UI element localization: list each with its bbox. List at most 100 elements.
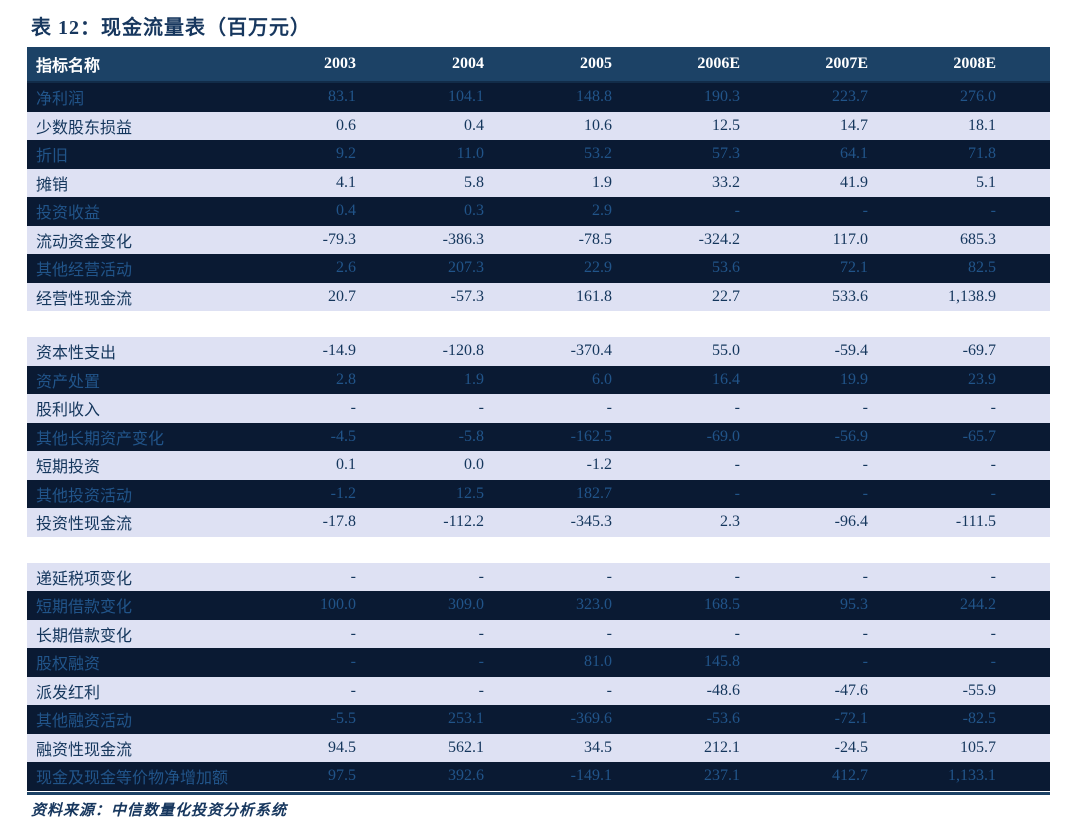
row-label: 其他长期资产变化 xyxy=(36,430,165,448)
cell-value: 0.3 xyxy=(464,202,484,220)
cell-value: 71.8 xyxy=(968,145,996,163)
cell-value: 2.3 xyxy=(720,513,740,531)
cell-value: 14.7 xyxy=(840,116,868,134)
table-row: 股利收入 - - - - - - xyxy=(27,394,1050,423)
row-label: 递延税项变化 xyxy=(36,570,133,588)
cell-value: - xyxy=(862,653,868,671)
cell-value: - xyxy=(862,484,868,502)
cell-value: 2.8 xyxy=(336,370,356,388)
cell-value: -53.6 xyxy=(706,710,740,728)
table-row: 递延税项变化 - - - - - - xyxy=(27,562,1050,591)
cell-value: 9.2 xyxy=(336,145,356,163)
cell-value: 100.0 xyxy=(320,596,356,614)
cell-value: -14.9 xyxy=(322,342,356,360)
cell-value: - xyxy=(350,681,356,699)
cashflow-table: 指标名称 2003 2004 2005 2006E 2007E 2008E 净利… xyxy=(27,47,1050,795)
cell-value: 82.5 xyxy=(968,259,996,277)
row-label: 融资性现金流 xyxy=(36,741,133,759)
cell-value: 6.0 xyxy=(592,370,612,388)
column-header-2004: 2004 xyxy=(452,55,484,72)
cell-value: - xyxy=(990,653,996,671)
cell-value: 1.9 xyxy=(592,173,612,191)
row-label: 短期投资 xyxy=(36,459,101,477)
cell-value: 55.0 xyxy=(712,342,740,360)
table-row: 短期借款变化 100.0 309.0 323.0 168.5 95.3 244.2 xyxy=(27,591,1050,620)
cell-value: 53.2 xyxy=(584,145,612,163)
cell-value: 97.5 xyxy=(328,767,356,785)
cell-value: 57.3 xyxy=(712,145,740,163)
cell-value: - xyxy=(862,567,868,585)
table-row: 流动资金变化 -79.3 -386.3 -78.5 -324.2 117.0 685.3 xyxy=(27,225,1050,254)
cell-value: - xyxy=(862,202,868,220)
table-row: 折旧 9.2 11.0 53.2 57.3 64.1 71.8 xyxy=(27,140,1050,169)
cell-value: -56.9 xyxy=(834,427,868,445)
cell-value: 18.1 xyxy=(968,116,996,134)
cell-value: 94.5 xyxy=(328,738,356,756)
cell-value: - xyxy=(350,653,356,671)
cell-value: 19.9 xyxy=(840,370,868,388)
cell-value: -57.3 xyxy=(450,287,484,305)
cell-value: -55.9 xyxy=(962,681,996,699)
table-row: 少数股东损益 0.6 0.4 10.6 12.5 14.7 18.1 xyxy=(27,111,1050,140)
row-label: 净利润 xyxy=(36,91,85,109)
row-label: 资产处置 xyxy=(36,373,101,391)
cell-value: 2.6 xyxy=(336,259,356,277)
cell-value: 392.6 xyxy=(448,767,484,785)
cell-value: 22.7 xyxy=(712,287,740,305)
cell-value: 533.6 xyxy=(832,287,868,305)
data-source-note: 资料来源：中信数量化投资分析系统 xyxy=(31,803,288,819)
cell-value: 244.2 xyxy=(960,596,996,614)
cell-value: - xyxy=(478,681,484,699)
cell-value: 145.8 xyxy=(704,653,740,671)
cell-value: - xyxy=(990,484,996,502)
cell-value: 72.1 xyxy=(840,259,868,277)
row-label: 股利收入 xyxy=(36,402,101,420)
table-header-row: 指标名称 2003 2004 2005 2006E 2007E 2008E xyxy=(27,47,1050,83)
cell-value: -69.0 xyxy=(706,427,740,445)
table-row: 长期借款变化 - - - - - - xyxy=(27,619,1050,648)
cell-value: 212.1 xyxy=(704,738,740,756)
cell-value: -4.5 xyxy=(330,427,356,445)
cell-value: 0.0 xyxy=(464,456,484,474)
cell-value: - xyxy=(734,624,740,642)
table-row: 股权融资 - - 81.0 145.8 - - xyxy=(27,648,1050,677)
cell-value: - xyxy=(478,399,484,417)
cell-value: 4.1 xyxy=(336,173,356,191)
table-row: 其他经营活动 2.6 207.3 22.9 53.6 72.1 82.5 xyxy=(27,254,1050,283)
cell-value: 276.0 xyxy=(960,88,996,106)
cell-value: 168.5 xyxy=(704,596,740,614)
cell-value: 223.7 xyxy=(832,88,868,106)
cell-value: - xyxy=(862,624,868,642)
cell-value: 64.1 xyxy=(840,145,868,163)
cell-value: 253.1 xyxy=(448,710,484,728)
table-title: 表 12：现金流量表（百万元） xyxy=(31,17,311,39)
cell-value: 0.4 xyxy=(464,116,484,134)
cell-value: -48.6 xyxy=(706,681,740,699)
cell-value: 1,133.1 xyxy=(948,767,996,785)
cell-value: - xyxy=(990,399,996,417)
table-row: 其他融资活动 -5.5 253.1 -369.6 -53.6 -72.1 -82.5 xyxy=(27,705,1050,734)
cell-value: 309.0 xyxy=(448,596,484,614)
cell-value: 5.1 xyxy=(976,173,996,191)
row-label: 其他投资活动 xyxy=(36,487,133,505)
column-header-2006e: 2006E xyxy=(697,55,740,72)
cell-value: -162.5 xyxy=(570,427,612,445)
table-row: 资产处置 2.8 1.9 6.0 16.4 19.9 23.9 xyxy=(27,365,1050,394)
cell-value: - xyxy=(606,624,612,642)
cell-value: 182.7 xyxy=(576,484,612,502)
column-header-indicator: 指标名称 xyxy=(36,58,101,75)
cell-value: 323.0 xyxy=(576,596,612,614)
cell-value: 104.1 xyxy=(448,88,484,106)
cell-value: 105.7 xyxy=(960,738,996,756)
cell-value: - xyxy=(862,399,868,417)
cell-value: 53.6 xyxy=(712,259,740,277)
table-row: 其他长期资产变化 -4.5 -5.8 -162.5 -69.0 -56.9 -65.7 xyxy=(27,422,1050,451)
cell-value: -369.6 xyxy=(570,710,612,728)
row-label: 现金及现金等价物净增加额 xyxy=(36,770,229,788)
cell-value: 412.7 xyxy=(832,767,868,785)
cell-value: - xyxy=(606,567,612,585)
cell-value: 148.8 xyxy=(576,88,612,106)
cell-value: 1.9 xyxy=(464,370,484,388)
cell-value: - xyxy=(478,653,484,671)
cell-value: - xyxy=(990,567,996,585)
